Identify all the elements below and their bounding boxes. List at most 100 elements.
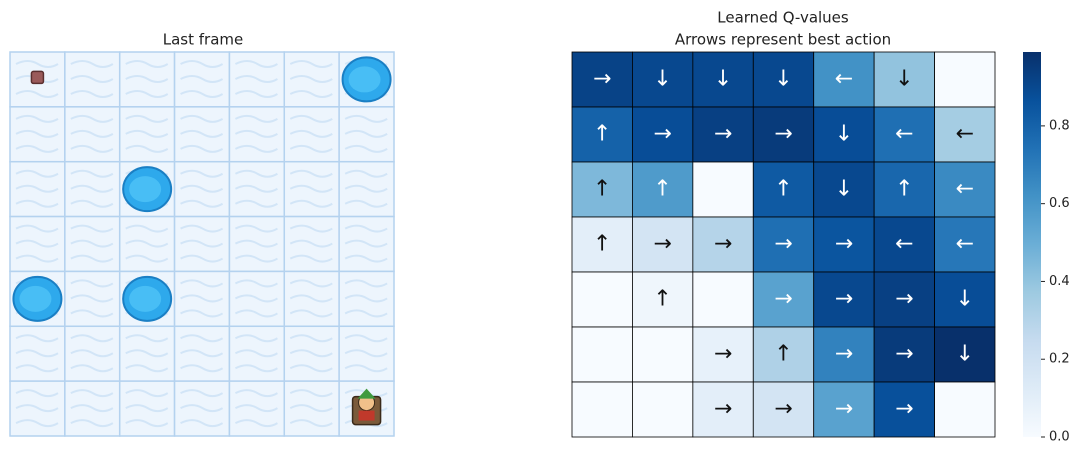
cell-arrow: → bbox=[835, 287, 853, 312]
cell-arrow: ← bbox=[895, 232, 913, 257]
ice-texture bbox=[344, 144, 388, 153]
ice-texture bbox=[289, 239, 333, 248]
ice-texture bbox=[125, 114, 169, 123]
ice-texture bbox=[234, 279, 278, 288]
heat-cell bbox=[813, 161, 875, 218]
ice-texture bbox=[70, 309, 114, 318]
hole-shine bbox=[348, 66, 381, 93]
cell-arrow: → bbox=[653, 232, 671, 257]
heat-cell bbox=[873, 326, 935, 383]
cell-arrow: ↑ bbox=[774, 342, 792, 367]
heat-cell bbox=[934, 381, 996, 438]
heat-cell bbox=[934, 326, 996, 383]
ice-texture bbox=[234, 419, 278, 428]
ice-texture bbox=[344, 224, 388, 233]
ice-texture bbox=[180, 169, 224, 178]
ice-texture bbox=[15, 60, 59, 68]
heat-cell bbox=[752, 106, 815, 163]
ice-texture bbox=[15, 184, 59, 193]
ice-texture bbox=[180, 90, 224, 98]
cell-arrow: ↓ bbox=[653, 67, 671, 92]
cell-arrow: → bbox=[774, 287, 792, 312]
ice-texture bbox=[289, 169, 333, 178]
ice-texture bbox=[289, 254, 333, 263]
ice-texture bbox=[125, 349, 169, 358]
heat-cell bbox=[813, 106, 875, 163]
ice-texture bbox=[15, 199, 59, 208]
heatmap-subtitle: Arrows represent best action bbox=[675, 31, 891, 49]
ice-texture bbox=[70, 184, 114, 193]
heat-cell bbox=[571, 326, 633, 383]
ice-texture bbox=[289, 404, 333, 413]
heat-cell bbox=[934, 51, 996, 108]
ice-texture bbox=[70, 90, 114, 98]
heat-cell bbox=[571, 381, 633, 438]
ice-texture bbox=[234, 184, 278, 193]
ice-texture bbox=[70, 169, 114, 178]
cell-arrow: ↓ bbox=[895, 67, 913, 92]
heat-cell bbox=[813, 216, 875, 273]
ice-texture bbox=[125, 60, 169, 68]
ice-texture bbox=[234, 114, 278, 123]
ice-texture bbox=[180, 239, 224, 248]
ice-texture bbox=[234, 224, 278, 233]
cell-arrow: ↓ bbox=[714, 67, 732, 92]
ice-texture bbox=[344, 239, 388, 248]
ice-texture bbox=[289, 75, 333, 83]
ice-texture bbox=[344, 349, 388, 358]
ice-texture bbox=[180, 389, 224, 398]
ice-texture bbox=[125, 144, 169, 153]
heat-cell bbox=[632, 161, 694, 218]
cell-arrow: ↑ bbox=[774, 177, 792, 202]
cell-arrow: → bbox=[714, 342, 732, 367]
ice-texture bbox=[15, 239, 59, 248]
cell-arrow: ↓ bbox=[774, 67, 792, 92]
ice-texture bbox=[125, 75, 169, 83]
ice-texture bbox=[344, 309, 388, 318]
cell-arrow: ↓ bbox=[956, 342, 974, 367]
heat-cell bbox=[571, 106, 633, 163]
ice-texture bbox=[15, 419, 59, 428]
heat-cell bbox=[873, 271, 935, 328]
ice-texture bbox=[15, 90, 59, 98]
ice-texture bbox=[70, 239, 114, 248]
ice-texture bbox=[344, 254, 388, 263]
cell-arrow: ↑ bbox=[593, 177, 611, 202]
ice-texture bbox=[70, 224, 114, 233]
cell-arrow: ← bbox=[956, 232, 974, 257]
ice-texture bbox=[344, 364, 388, 373]
ice-texture bbox=[234, 364, 278, 373]
ice-texture bbox=[234, 309, 278, 318]
heat-cell bbox=[632, 106, 694, 163]
colorbar-tick-label: 0.6 bbox=[1049, 196, 1070, 211]
heat-cell bbox=[692, 271, 754, 328]
ice-texture bbox=[234, 404, 278, 413]
ice-texture bbox=[289, 114, 333, 123]
ice-texture bbox=[180, 349, 224, 358]
ice-texture bbox=[15, 129, 59, 138]
heat-cell bbox=[571, 51, 633, 108]
ice-texture bbox=[234, 389, 278, 398]
ice-texture bbox=[180, 309, 224, 318]
heat-cell bbox=[692, 106, 754, 163]
heat-cell bbox=[934, 271, 996, 328]
colorbar-tick-label: 0.0 bbox=[1049, 430, 1070, 445]
ice-texture bbox=[180, 75, 224, 83]
ice-texture bbox=[289, 389, 333, 398]
ice-texture bbox=[70, 114, 114, 123]
cell-arrow: ↓ bbox=[835, 122, 853, 147]
ice-texture bbox=[234, 199, 278, 208]
ice-texture bbox=[234, 239, 278, 248]
heat-cell bbox=[752, 381, 815, 438]
heat-cell bbox=[752, 51, 815, 108]
ice-texture bbox=[70, 419, 114, 428]
ice-texture bbox=[180, 114, 224, 123]
ice-texture bbox=[125, 90, 169, 98]
heat-cell bbox=[813, 381, 875, 438]
heat-cell bbox=[571, 271, 633, 328]
heat-cell bbox=[632, 326, 694, 383]
heat-cell bbox=[752, 161, 815, 218]
ice-texture bbox=[234, 144, 278, 153]
ice-texture bbox=[289, 309, 333, 318]
